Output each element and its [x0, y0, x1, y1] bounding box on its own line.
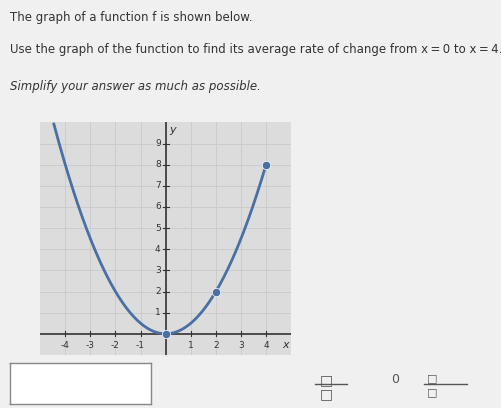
Text: 7: 7 [155, 181, 160, 190]
Text: 0: 0 [391, 373, 399, 386]
Text: 4: 4 [155, 245, 160, 254]
Text: x: x [282, 340, 288, 350]
Text: □: □ [426, 373, 436, 384]
Text: -4: -4 [61, 341, 70, 350]
Text: 6: 6 [155, 202, 160, 211]
Text: y: y [169, 124, 176, 135]
Text: 1: 1 [187, 341, 193, 350]
Text: Use the graph of the function to find its average rate of change from x = 0 to x: Use the graph of the function to find it… [10, 43, 501, 56]
Text: 2: 2 [212, 341, 218, 350]
Text: □: □ [319, 387, 332, 401]
Text: The graph of a function f is shown below.: The graph of a function f is shown below… [10, 11, 252, 24]
Text: 3: 3 [155, 266, 160, 275]
Text: Simplify your answer as much as possible.: Simplify your answer as much as possible… [10, 80, 261, 93]
Text: 2: 2 [155, 287, 160, 296]
Text: 9: 9 [155, 139, 160, 148]
Text: 8: 8 [155, 160, 160, 169]
Text: 1: 1 [155, 308, 160, 317]
Text: 3: 3 [237, 341, 243, 350]
Text: -3: -3 [86, 341, 95, 350]
Text: 5: 5 [155, 224, 160, 233]
Text: -2: -2 [111, 341, 120, 350]
Text: □: □ [426, 387, 436, 397]
Text: □: □ [319, 373, 332, 387]
Text: -1: -1 [136, 341, 145, 350]
Text: 4: 4 [263, 341, 269, 350]
